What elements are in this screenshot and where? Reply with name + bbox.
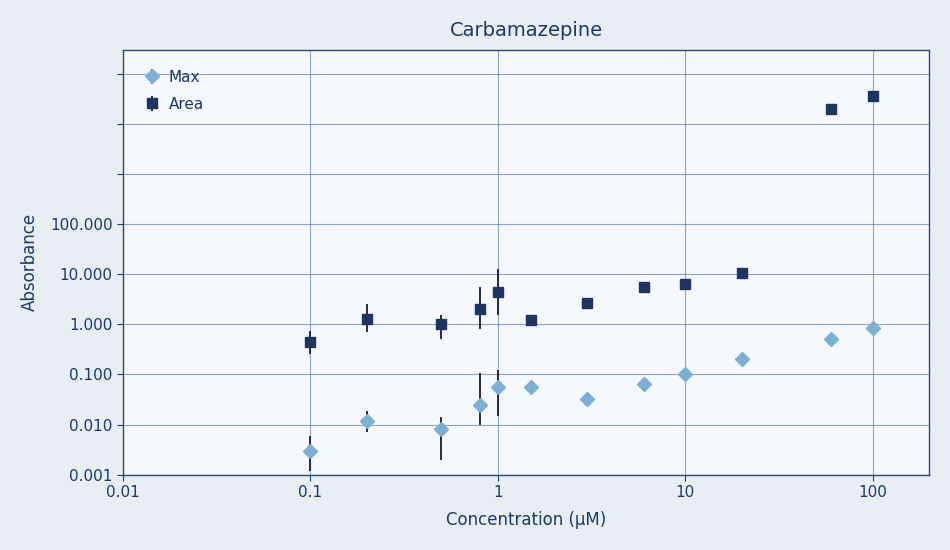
Title: Carbamazepine: Carbamazepine: [449, 21, 602, 40]
Y-axis label: Absorbance: Absorbance: [21, 213, 39, 311]
Legend: Max, Area: Max, Area: [131, 57, 217, 124]
X-axis label: Concentration (μM): Concentration (μM): [446, 511, 606, 529]
